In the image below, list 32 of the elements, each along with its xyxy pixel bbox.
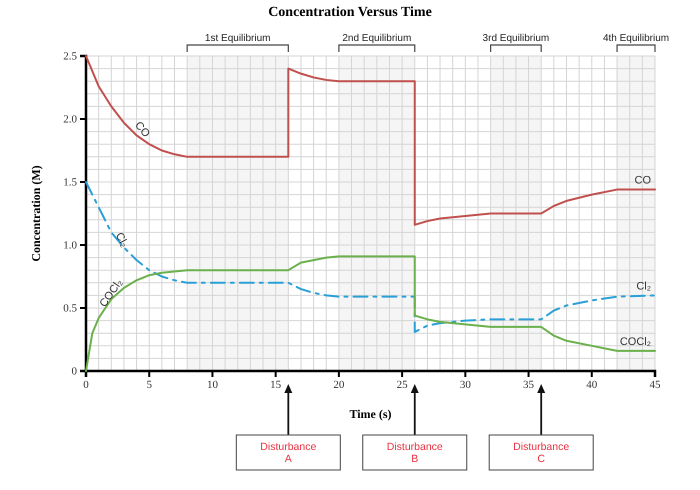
text: CO bbox=[132, 120, 152, 140]
text: Cl₂ bbox=[636, 280, 651, 292]
x-tick-label: 25 bbox=[396, 378, 408, 391]
chart-title: Concentration Versus Time bbox=[268, 5, 432, 20]
band-label: 2nd Equilibrium bbox=[342, 33, 412, 44]
x-tick-label: 40 bbox=[586, 378, 598, 391]
text: Disturbance A bbox=[260, 441, 316, 465]
x-tick-label: 5 bbox=[146, 378, 152, 391]
band-label: 4th Equilibrium bbox=[602, 33, 670, 44]
x-tick-label: 0 bbox=[83, 378, 90, 391]
y-tick-label: 0.5 bbox=[63, 302, 78, 315]
x-tick-label: 30 bbox=[460, 378, 472, 391]
y-tick-label: 1.5 bbox=[63, 176, 78, 189]
text: Disturbance C bbox=[513, 441, 570, 465]
x-tick-label: 20 bbox=[333, 378, 345, 391]
y-tick-label: 2.5 bbox=[63, 50, 78, 63]
y-tick-label: 0 bbox=[72, 366, 78, 378]
x-tick-label: 45 bbox=[650, 378, 661, 391]
y-axis-title: Concentration (M) bbox=[29, 165, 43, 262]
x-tick-label: 10 bbox=[206, 378, 218, 391]
x-tick-label: 35 bbox=[523, 378, 535, 391]
text: Cl₂ bbox=[112, 230, 130, 250]
y-tick-label: 2.0 bbox=[63, 114, 78, 126]
band-label: 1st Equilibrium bbox=[204, 33, 271, 44]
line-series bbox=[85, 255, 656, 372]
x-axis-title: Time (s) bbox=[349, 407, 392, 421]
y-tick-label: 1.0 bbox=[63, 240, 78, 252]
series-label: COCl₂ bbox=[620, 336, 651, 348]
band-label: 3rd Equilibrium bbox=[482, 33, 550, 44]
text: CO bbox=[634, 174, 651, 187]
text: Disturbance B bbox=[386, 441, 443, 465]
x-tick-label: 15 bbox=[270, 378, 282, 391]
